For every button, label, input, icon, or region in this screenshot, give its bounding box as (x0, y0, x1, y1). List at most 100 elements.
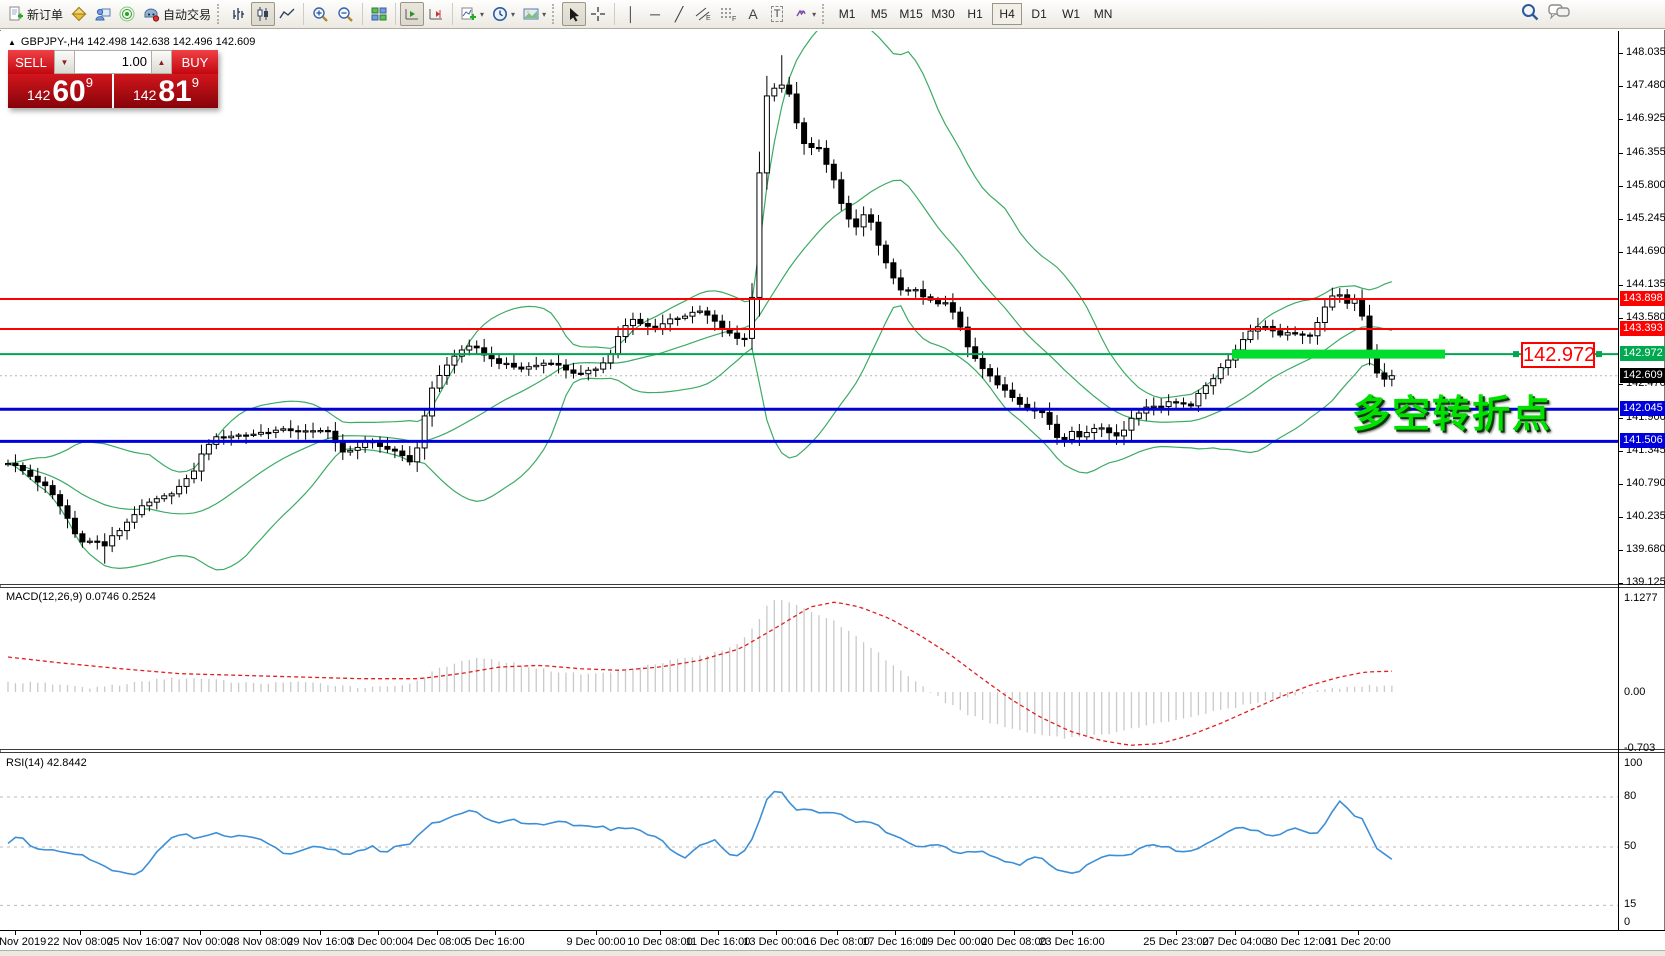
templates-button[interactable]: ▾ (519, 2, 550, 26)
pane-splitter[interactable] (0, 752, 1665, 753)
timeframe-button-h1[interactable]: H1 (967, 7, 983, 21)
accounts-button[interactable] (91, 2, 115, 26)
time-tick-mark (320, 931, 321, 935)
crosshair-button[interactable] (586, 2, 610, 26)
price-tick: 143.580 (1626, 310, 1665, 323)
arrows-button[interactable]: ▾ (789, 2, 820, 26)
dropdown-caret: ▾ (542, 9, 547, 19)
timeframe-button-m5[interactable]: M5 (870, 7, 888, 21)
buy-price-base: 142 (133, 87, 157, 103)
price-chart-pane[interactable] (0, 31, 1618, 584)
template-icon (523, 8, 539, 20)
search-icon[interactable] (1520, 2, 1540, 22)
bb-lower (7, 305, 1393, 571)
timeframe-button-m30[interactable]: M30 (931, 7, 955, 21)
price-badge: 143.393 (1620, 321, 1665, 337)
buy-button[interactable]: BUY (172, 50, 218, 74)
time-tick-label: 27 Nov 00:00 (167, 936, 233, 948)
timeframe-button-w1[interactable]: W1 (1062, 7, 1081, 21)
symbol-info-bar: ▲ GBPJPY-,H4 142.498 142.638 142.496 142… (8, 36, 255, 48)
time-tick-label: 9 Dec 00:00 (566, 936, 626, 948)
macd-tick: -0.703 (1624, 742, 1656, 754)
chart-shift-button[interactable] (424, 2, 448, 26)
time-tick-label: 29 Nov 16:00 (287, 936, 353, 948)
tile-windows-icon (371, 7, 387, 21)
collapse-triangle-icon[interactable]: ▲ (8, 37, 16, 47)
symbol-ohlc-text: GBPJPY-,H4 142.498 142.638 142.496 142.6… (20, 36, 256, 48)
buy-quote[interactable]: 142 81 9 (114, 74, 218, 108)
toolbar-grip[interactable] (552, 4, 557, 24)
time-tick-mark (15, 931, 16, 935)
trendline-button[interactable]: ╱ (667, 2, 691, 26)
timeframe-button-m1[interactable]: M1 (838, 7, 856, 21)
line-chart-button[interactable] (275, 2, 299, 26)
chinese-annotation[interactable]: 多空转折点 (1352, 394, 1553, 436)
volume-decrease-button[interactable]: ▼ (55, 51, 74, 73)
toolbar-grip[interactable] (217, 4, 222, 24)
price-callout-box[interactable]: 142.972 (1521, 342, 1596, 368)
autotrading-label: 自动交易 (163, 7, 212, 22)
pane-splitter[interactable] (0, 749, 1665, 750)
timeframe-button-h4[interactable]: H4 (992, 3, 1023, 25)
volume-input[interactable]: 1.00 (74, 51, 152, 73)
market-watch-button[interactable] (67, 2, 91, 26)
rsi-pane[interactable] (0, 753, 1618, 930)
arrows-icon (796, 9, 806, 17)
signal-icon (119, 6, 135, 22)
pane-splitter[interactable] (0, 584, 1665, 585)
signals-button[interactable] (115, 2, 139, 26)
cursor-button[interactable] (562, 2, 587, 26)
vertical-line-button[interactable]: │ (619, 2, 643, 26)
zoom-out-button[interactable] (333, 2, 358, 26)
candle-chart-button[interactable] (251, 2, 276, 26)
toolbar-separator (362, 3, 364, 25)
cursor-icon (569, 7, 579, 21)
rsi-label: RSI(14) 42.8442 (6, 757, 87, 769)
svg-text:E: E (706, 15, 711, 22)
status-bar (0, 950, 1665, 956)
zoom-in-button[interactable] (308, 2, 333, 26)
time-tick-mark (776, 931, 777, 935)
trendline-icon: ╱ (674, 6, 684, 22)
toolbar-separator (452, 3, 454, 25)
macd-pane[interactable] (0, 588, 1618, 749)
text-tool-button[interactable]: A (741, 2, 765, 26)
sell-button[interactable]: SELL (8, 50, 54, 74)
autotrading-button[interactable]: 自动交易 (139, 2, 215, 26)
indicators-button[interactable]: ▾ (457, 2, 488, 26)
time-tick-mark (1072, 931, 1073, 935)
timeframe-button-mn[interactable]: MN (1093, 7, 1113, 21)
bar-chart-button[interactable] (227, 2, 251, 26)
time-tick-label: 16 Dec 08:00 (804, 936, 870, 948)
macd-label: MACD(12,26,9) 0.0746 0.2524 (6, 591, 156, 603)
volume-increase-button[interactable]: ▲ (152, 51, 171, 73)
chat-icon[interactable] (1548, 2, 1570, 22)
periods-button[interactable]: ▾ (488, 2, 519, 26)
rsi-tick: 50 (1624, 840, 1637, 852)
text-label-button[interactable]: T (765, 2, 789, 26)
horizontal-line-button[interactable]: ─ (643, 2, 667, 26)
sell-price-point: 9 (85, 75, 93, 90)
pane-splitter[interactable] (0, 587, 1665, 588)
price-tick-mark (1618, 251, 1623, 253)
channel-button[interactable]: E (691, 2, 716, 26)
fibonacci-button[interactable]: F (716, 2, 741, 26)
toolbar-grip[interactable] (822, 4, 827, 24)
auto-scroll-button[interactable] (400, 2, 425, 26)
price-tick-mark (1618, 483, 1623, 485)
sell-price-base: 142 (27, 87, 51, 103)
price-badge: 141.506 (1620, 433, 1665, 449)
tile-windows-button[interactable] (367, 2, 391, 26)
toolbar-right (1520, 2, 1570, 22)
timeframe-button-m15[interactable]: M15 (899, 7, 923, 21)
new-order-button[interactable]: 新订单 (4, 2, 67, 26)
timeframe-group: M1 M5 M15 M30 H1 H4 D1 W1 MN (832, 3, 1118, 25)
time-tick-label: 31 Dec 20:00 (1325, 936, 1391, 948)
sell-quote[interactable]: 142 60 9 (8, 74, 112, 108)
timeframe-button-d1[interactable]: D1 (1031, 7, 1047, 21)
rsi-tick: 0 (1624, 916, 1631, 928)
price-tick-mark (1618, 185, 1623, 187)
macd-tick: 1.1277 (1624, 592, 1658, 605)
